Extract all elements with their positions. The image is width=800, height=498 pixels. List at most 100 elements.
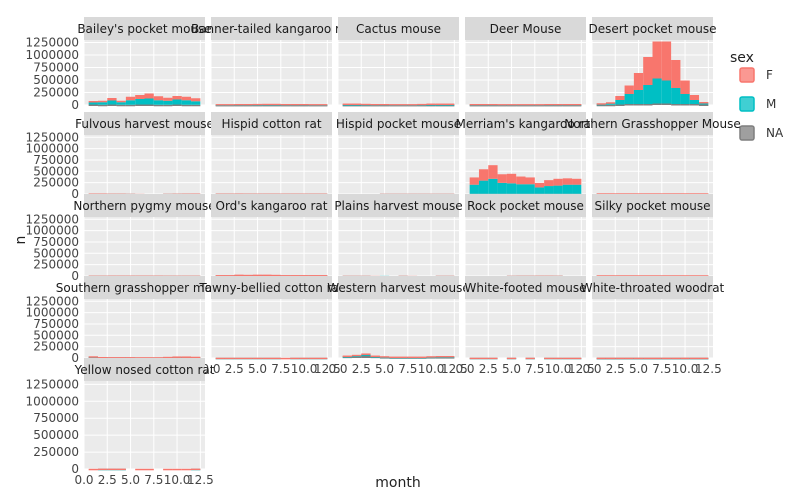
bar-f-month-4[interactable]: [243, 104, 253, 106]
bar-f-month-1[interactable]: [469, 357, 479, 360]
bar-f-month-11[interactable]: [181, 468, 192, 471]
bar-f-month-5[interactable]: [379, 356, 390, 358]
bar-m-month-5[interactable]: [506, 183, 517, 194]
bar-f-month-1[interactable]: [596, 357, 606, 360]
bar-m-month-12[interactable]: [191, 101, 201, 105]
bar-m-month-1[interactable]: [469, 184, 479, 194]
bar-na-month-1[interactable]: [88, 104, 98, 107]
bar-na-month-4[interactable]: [624, 104, 634, 106]
bar-f-month-9[interactable]: [671, 357, 681, 360]
bar-f-month-2[interactable]: [478, 169, 489, 181]
bar-m-month-11[interactable]: [689, 100, 700, 104]
bar-f-month-3[interactable]: [234, 357, 244, 360]
bar-f-month-5[interactable]: [506, 104, 517, 106]
bar-f-month-8[interactable]: [280, 357, 291, 360]
bar-m-month-10[interactable]: [553, 185, 563, 194]
bar-f-month-2[interactable]: [351, 103, 362, 106]
bar-f-month-12[interactable]: [572, 178, 582, 185]
bar-na-month-2[interactable]: [605, 104, 616, 107]
bar-f-month-8[interactable]: [534, 104, 545, 106]
bar-f-month-6[interactable]: [389, 356, 399, 359]
bar-f-month-11[interactable]: [562, 357, 573, 360]
bar-m-month-1[interactable]: [88, 102, 98, 105]
bar-f-month-3[interactable]: [488, 357, 498, 360]
bar-f-month-10[interactable]: [553, 104, 563, 106]
bar-m-month-4[interactable]: [116, 102, 126, 105]
bar-f-month-7[interactable]: [525, 177, 535, 185]
bar-f-month-7[interactable]: [398, 104, 408, 106]
bar-na-month-2[interactable]: [351, 356, 362, 358]
bar-f-month-3[interactable]: [107, 357, 117, 359]
bar-f-month-3[interactable]: [361, 103, 371, 106]
bar-f-month-4[interactable]: [243, 274, 253, 277]
bar-na-month-2[interactable]: [97, 104, 108, 107]
bar-m-month-2[interactable]: [605, 103, 616, 105]
bar-f-month-4[interactable]: [624, 85, 634, 95]
bar-f-month-11[interactable]: [435, 103, 446, 106]
bar-f-month-7[interactable]: [525, 357, 535, 360]
bar-m-month-10[interactable]: [172, 99, 182, 105]
bar-m-month-3[interactable]: [488, 178, 498, 194]
bar-f-month-6[interactable]: [135, 468, 145, 471]
bar-f-month-8[interactable]: [661, 357, 672, 360]
bar-m-month-6[interactable]: [135, 99, 145, 105]
bar-f-month-10[interactable]: [553, 178, 563, 186]
bar-na-month-5[interactable]: [125, 104, 136, 107]
bar-f-month-10[interactable]: [680, 80, 690, 95]
bar-f-month-7[interactable]: [144, 468, 154, 471]
bar-f-month-8[interactable]: [407, 356, 418, 359]
bar-f-month-9[interactable]: [417, 356, 427, 359]
bar-m-month-6[interactable]: [516, 184, 526, 194]
bar-f-month-11[interactable]: [562, 104, 573, 106]
bar-f-month-3[interactable]: [615, 357, 625, 360]
bar-m-month-9[interactable]: [671, 88, 681, 104]
bar-f-month-7[interactable]: [144, 357, 154, 359]
bar-f-month-4[interactable]: [497, 174, 507, 183]
bar-f-month-10[interactable]: [299, 104, 309, 106]
bar-f-month-2[interactable]: [605, 357, 616, 360]
bar-m-month-11[interactable]: [181, 100, 192, 105]
bar-f-month-6[interactable]: [135, 95, 145, 99]
bar-f-month-3[interactable]: [107, 98, 117, 101]
bar-f-month-5[interactable]: [633, 73, 644, 90]
bar-m-month-7[interactable]: [525, 184, 535, 194]
bar-m-month-11[interactable]: [562, 184, 573, 194]
legend-entry-f[interactable]: F: [739, 67, 773, 83]
bar-f-month-9[interactable]: [290, 275, 300, 277]
bar-m-month-2[interactable]: [478, 180, 489, 194]
bar-f-month-11[interactable]: [689, 95, 700, 100]
bar-f-month-12[interactable]: [191, 98, 201, 102]
bar-na-month-8[interactable]: [153, 104, 164, 107]
bar-f-month-1[interactable]: [342, 103, 352, 106]
bar-f-month-12[interactable]: [318, 104, 328, 106]
bar-f-month-12[interactable]: [318, 275, 328, 277]
bar-f-month-1[interactable]: [342, 355, 352, 358]
bar-f-month-9[interactable]: [290, 357, 300, 360]
bar-f-month-12[interactable]: [699, 357, 709, 360]
bar-m-month-8[interactable]: [661, 80, 672, 104]
bar-f-month-3[interactable]: [361, 353, 371, 355]
bar-f-month-5[interactable]: [506, 173, 517, 184]
bar-na-month-1[interactable]: [596, 104, 606, 107]
bar-f-month-6[interactable]: [262, 357, 272, 360]
bar-m-month-9[interactable]: [544, 186, 554, 194]
bar-f-month-12[interactable]: [572, 357, 582, 360]
bar-f-month-7[interactable]: [652, 41, 662, 79]
bar-f-month-9[interactable]: [544, 104, 554, 106]
bar-na-month-10[interactable]: [172, 104, 182, 107]
bar-f-month-4[interactable]: [370, 355, 380, 358]
bar-f-month-9[interactable]: [417, 103, 427, 106]
bar-f-month-4[interactable]: [497, 104, 507, 106]
bar-f-month-5[interactable]: [633, 357, 644, 360]
bar-f-month-11[interactable]: [181, 96, 192, 101]
bar-f-month-3[interactable]: [234, 274, 244, 277]
bar-f-month-10[interactable]: [299, 357, 309, 360]
bar-f-month-12[interactable]: [445, 356, 455, 358]
bar-f-month-1[interactable]: [215, 357, 225, 360]
bar-f-month-4[interactable]: [624, 357, 634, 360]
bar-na-month-10[interactable]: [680, 104, 690, 106]
bar-f-month-10[interactable]: [172, 356, 182, 358]
bar-m-month-8[interactable]: [534, 187, 545, 194]
bar-f-month-1[interactable]: [469, 104, 479, 106]
bar-f-month-9[interactable]: [163, 356, 173, 359]
